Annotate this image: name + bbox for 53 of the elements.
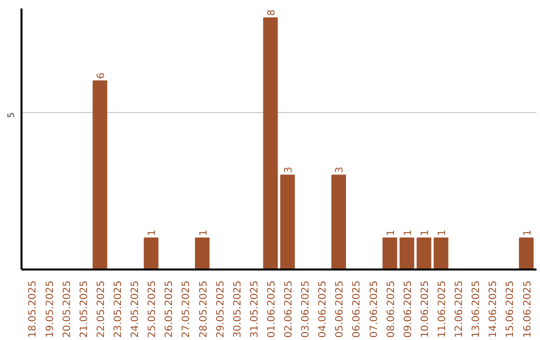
- y-tick-label: 5: [7, 112, 17, 118]
- x-tick-label: 09.06.2025: [402, 280, 414, 338]
- x-tick-label: 05.06.2025: [334, 280, 346, 338]
- data-label: 6: [96, 72, 107, 79]
- x-tick-label: 08.06.2025: [386, 280, 397, 338]
- data-label: 3: [334, 166, 346, 174]
- data-label: 1: [437, 230, 448, 236]
- x-tick-label: 24.05.2025: [130, 280, 142, 338]
- data-label: 1: [386, 230, 397, 236]
- x-tick-label: 15.06.2025: [505, 280, 516, 338]
- data-label: 1: [147, 230, 158, 236]
- x-tick-label: 23.05.2025: [112, 280, 124, 338]
- data-label: 3: [284, 166, 295, 174]
- x-tick-label: 12.06.2025: [454, 280, 466, 338]
- x-tick-label: 28.05.2025: [198, 280, 210, 338]
- data-label: 1: [522, 230, 534, 236]
- x-tick-label: 29.05.2025: [215, 280, 226, 338]
- x-tick-label: 26.05.2025: [164, 280, 176, 338]
- data-label: 8: [266, 10, 278, 16]
- bar: [382, 238, 398, 270]
- bar: [400, 238, 414, 270]
- x-tick-label: 14.06.2025: [488, 280, 500, 338]
- bar: [518, 238, 534, 270]
- x-tick-label: 16.06.2025: [522, 280, 534, 338]
- bar: [92, 80, 108, 270]
- x-tick-label: 21.05.2025: [78, 280, 90, 338]
- bar: [263, 17, 278, 270]
- x-tick-label: 31.05.2025: [249, 280, 260, 338]
- x-tick-label: 07.06.2025: [368, 280, 380, 338]
- x-tick-label: 03.06.2025: [300, 280, 312, 338]
- bar: [144, 238, 158, 270]
- bar: [194, 238, 210, 270]
- x-tick-label: 30.05.2025: [232, 280, 244, 338]
- bar: [434, 238, 448, 270]
- bar: [331, 174, 346, 270]
- x-tick-label: 18.05.2025: [28, 280, 39, 338]
- x-tick-label: 25.05.2025: [147, 280, 158, 338]
- data-label: 1: [420, 230, 431, 236]
- x-tick-label: 19.05.2025: [44, 280, 56, 338]
- x-tick-label: 02.06.2025: [284, 280, 295, 338]
- x-tick-label: 22.05.2025: [96, 280, 107, 338]
- bar: [280, 174, 295, 270]
- data-label: 1: [198, 230, 210, 236]
- x-tick-label: 20.05.2025: [62, 280, 73, 338]
- x-tick-label: 06.06.2025: [352, 280, 363, 338]
- x-tick-label: 11.06.2025: [437, 280, 448, 338]
- bar: [416, 238, 432, 270]
- x-tick-label: 04.06.2025: [318, 280, 329, 338]
- data-label: 1: [402, 230, 414, 236]
- x-tick-label: 10.06.2025: [420, 280, 431, 338]
- x-tick-label: 27.05.2025: [181, 280, 192, 338]
- x-tick-label: 01.06.2025: [266, 280, 278, 338]
- x-tick-label: 13.06.2025: [471, 280, 482, 338]
